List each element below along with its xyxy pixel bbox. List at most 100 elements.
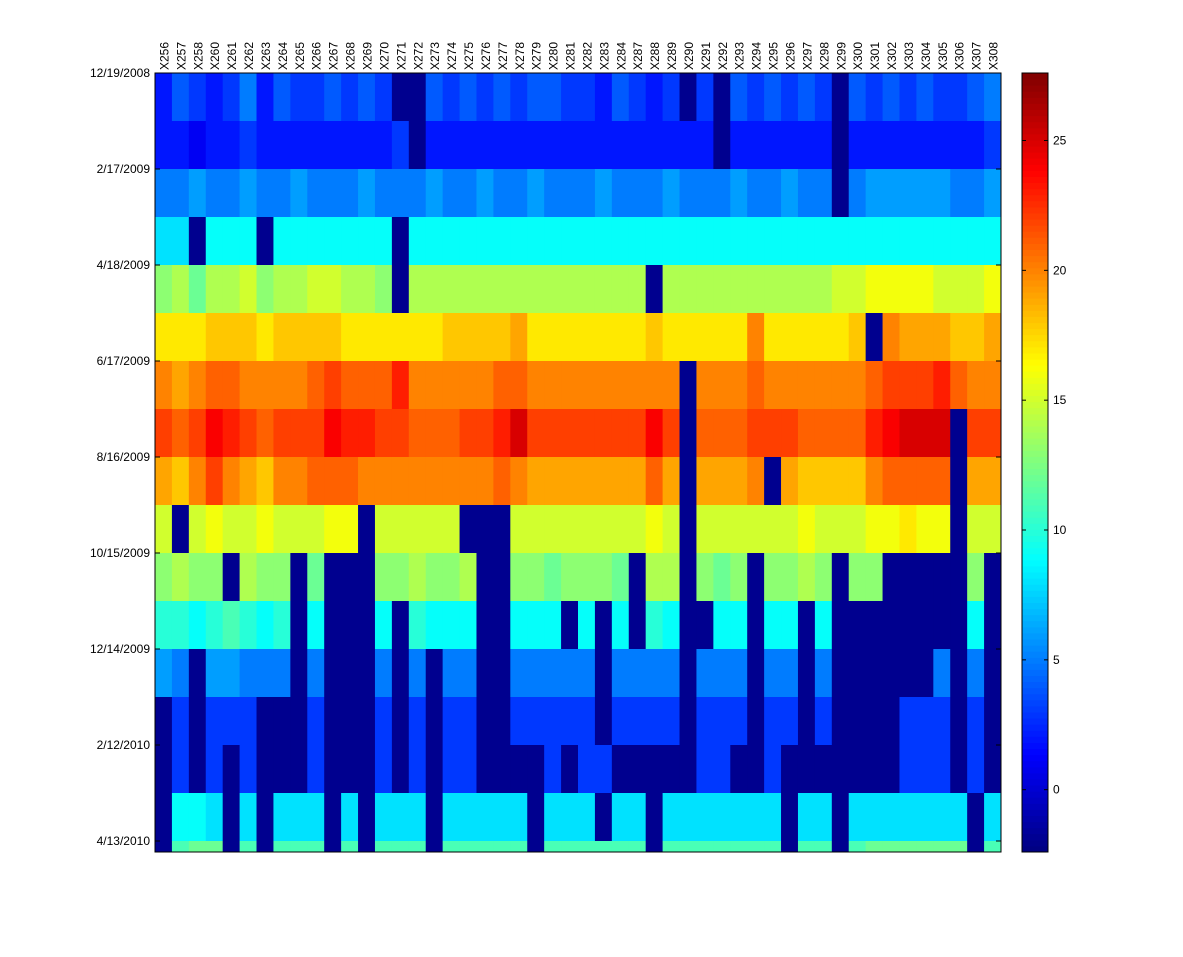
cell [307,457,325,506]
cell [848,217,867,266]
cell [578,73,596,122]
cell [493,361,511,410]
cell [374,313,393,362]
cell [594,649,613,698]
cell [290,697,308,746]
colorbar-segment [1022,194,1048,202]
x-tick-label: X292 [716,42,730,70]
colorbar-segment [1022,286,1048,293]
cell [155,649,173,698]
cell [882,601,900,650]
cell [831,697,850,746]
cell [713,505,731,554]
cell [459,121,477,170]
cell [679,265,697,314]
cell [273,697,291,746]
cell [544,697,562,746]
cell [374,697,393,746]
x-tick-label: X258 [191,42,205,70]
cell [527,313,545,362]
cell [374,361,393,410]
cell [578,265,596,314]
cell [882,121,900,170]
cell [425,361,444,410]
cell [205,121,224,170]
cell [594,457,613,506]
cell [950,793,968,842]
cell [425,73,444,122]
cell [256,649,274,698]
x-tick-label: X302 [885,42,899,70]
cell [933,409,951,458]
cell [696,793,714,842]
cell [188,841,207,852]
colorbar-segment [1022,730,1048,737]
cell [662,841,681,852]
cell [171,457,190,506]
cell [476,121,494,170]
cell [239,73,258,122]
cell [696,121,714,170]
cell [256,505,274,554]
cell [797,793,816,842]
cell [611,409,630,458]
cell [561,121,579,170]
cell [408,217,427,266]
cell [307,121,325,170]
cell [561,169,579,218]
colorbar-segment [1022,547,1048,555]
cell [696,841,714,852]
cell [341,121,359,170]
cell [950,601,968,650]
colorbar-segment [1022,517,1048,524]
cell [391,313,410,362]
colorbar-segment [1022,559,1048,567]
cell [764,169,782,218]
cell [442,265,461,314]
colorbar-segment [1022,73,1048,80]
cell [256,409,274,458]
cell [865,313,884,362]
cell [764,649,782,698]
cell [408,793,427,842]
cell [527,265,545,314]
cell [594,505,613,554]
colorbar-segment [1022,748,1048,756]
cell [662,745,681,794]
cell [611,601,630,650]
cell [747,169,765,218]
cell [324,457,342,506]
colorbar-segment [1022,766,1048,774]
cell [476,361,494,410]
cell [645,745,664,794]
cell [188,457,207,506]
cell [594,793,613,842]
cell [848,457,867,506]
colorbar-segment [1022,809,1048,816]
cell [916,121,934,170]
cell [594,409,613,458]
cell [594,361,613,410]
cell [307,649,325,698]
cell [781,361,799,410]
colorbar-segment [1022,681,1048,689]
cell [781,505,799,554]
cell [476,169,494,218]
cell [544,265,562,314]
cell [527,601,545,650]
cell [290,265,308,314]
cell [544,601,562,650]
cell [222,409,241,458]
cell [865,745,884,794]
cell [155,841,173,852]
cell [628,793,647,842]
cell [696,649,714,698]
cell [188,697,207,746]
cell [527,505,545,554]
cell [425,649,444,698]
cell [882,553,900,602]
cell [544,169,562,218]
cell [222,265,241,314]
cell [865,121,884,170]
cell [781,73,799,122]
